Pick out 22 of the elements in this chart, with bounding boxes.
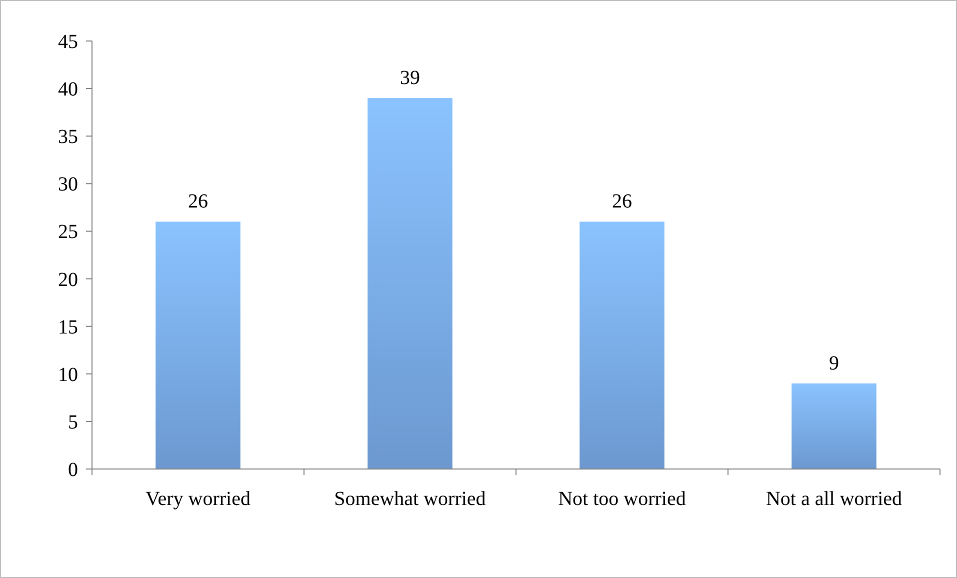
y-tick-label: 20 <box>58 268 78 291</box>
y-tick-label: 30 <box>58 174 78 196</box>
bar <box>368 98 452 469</box>
x-tick-label: Somewhat worried <box>334 488 486 510</box>
y-tick-label: 10 <box>58 364 78 386</box>
y-tick-label: 35 <box>58 126 78 148</box>
data-label: 26 <box>612 190 632 213</box>
data-label: 26 <box>188 190 208 213</box>
bar <box>792 383 876 469</box>
x-tick-label: Not too worried <box>558 488 686 510</box>
y-tick-label: 15 <box>58 316 78 338</box>
data-label: 39 <box>400 67 420 90</box>
x-tick-label: Not a all worried <box>766 488 902 510</box>
bar <box>580 222 664 469</box>
y-tick-label: 40 <box>58 78 78 101</box>
y-tick-label: 0 <box>68 459 78 481</box>
y-tick-label: 25 <box>58 221 78 244</box>
bar <box>156 222 240 469</box>
data-label: 9 <box>829 352 839 374</box>
y-tick-label: 5 <box>68 411 78 434</box>
x-tick-label: Very worried <box>146 488 250 510</box>
y-tick-label: 45 <box>58 31 78 53</box>
